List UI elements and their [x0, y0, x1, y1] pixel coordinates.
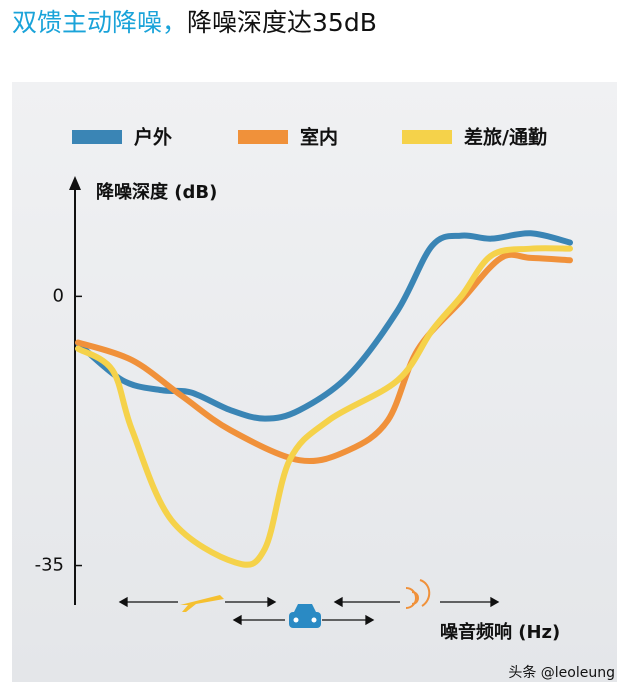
y-axis-arrow — [69, 176, 81, 190]
x-axis-label: 噪音频响 (Hz) — [440, 621, 560, 643]
ear-icon — [405, 579, 431, 609]
plane-icon — [180, 595, 224, 612]
scene-arrows — [118, 596, 500, 626]
panel — [12, 82, 617, 682]
y-tick-label: -35 — [35, 555, 64, 576]
car-icon — [289, 604, 321, 628]
series-line — [75, 251, 573, 464]
series-line — [75, 230, 573, 422]
legend-swatch — [72, 130, 122, 144]
y-axis-label: 降噪深度 (dB) — [96, 181, 217, 203]
legend-swatch — [402, 130, 452, 144]
legend-label: 室内 — [300, 126, 338, 149]
legend-label: 差旅/通勤 — [464, 126, 547, 149]
watermark: 头条 @leoleung — [508, 664, 615, 681]
legend-swatch — [238, 130, 288, 144]
series-line — [75, 245, 573, 568]
title-highlight: 双馈主动降噪， — [12, 8, 187, 37]
title: 双馈主动降噪，降噪深度达35dB — [12, 8, 377, 37]
title-main: 降噪深度达35dB — [187, 8, 377, 37]
legend-label: 户外 — [134, 126, 172, 149]
y-tick-label: 0 — [53, 285, 64, 306]
